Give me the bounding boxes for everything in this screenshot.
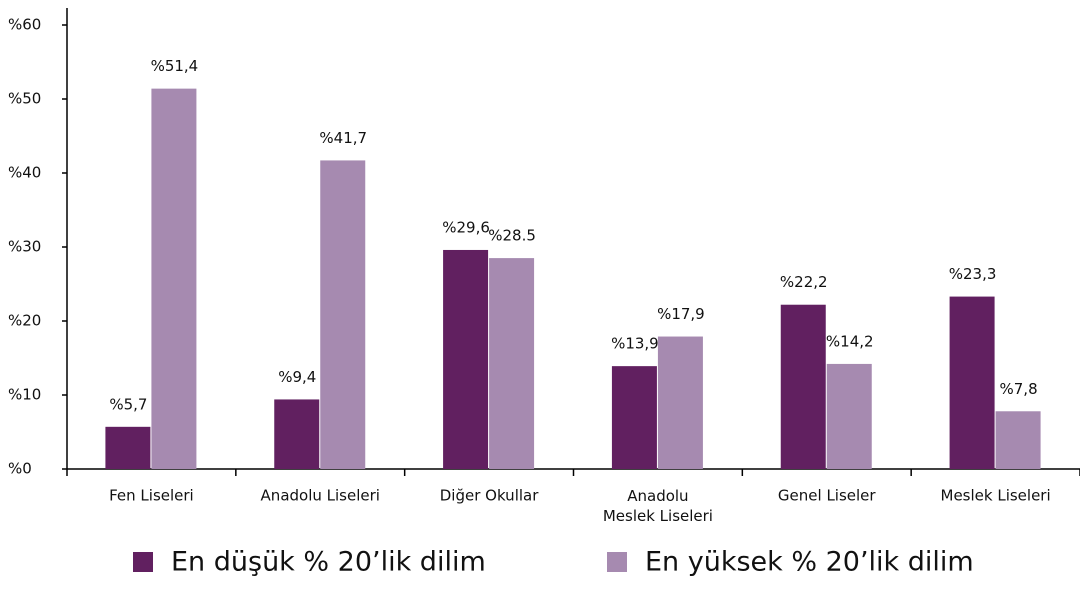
bar (274, 399, 320, 469)
value-label: %28.5 (488, 227, 536, 245)
bar (105, 426, 151, 469)
value-label: %7,8 (1000, 380, 1038, 398)
bar (151, 88, 197, 469)
value-label: %23,3 (949, 265, 997, 283)
legend-swatch (607, 552, 627, 572)
y-tick-label: %60 (8, 16, 41, 34)
x-tick-label: Genel Liseler (778, 487, 876, 505)
y-tick-label: %10 (8, 386, 41, 404)
y-tick-label: %40 (8, 164, 41, 182)
value-label: %41,7 (319, 129, 367, 147)
value-label: %29,6 (442, 218, 490, 236)
y-tick-label: %50 (8, 90, 41, 108)
x-tick-label: Anadolu Meslek Liseleri (603, 487, 713, 525)
value-label: %51,4 (151, 57, 199, 75)
legend-label: En düşük % 20’lik dilim (171, 547, 486, 578)
bar (826, 363, 872, 469)
y-tick-label: %0 (8, 460, 32, 478)
value-label: %14,2 (826, 332, 874, 350)
bar (489, 258, 535, 469)
bar (657, 336, 703, 469)
value-label: %22,2 (780, 273, 828, 291)
x-tick-label: Anadolu Liseleri (261, 487, 380, 505)
legend-swatch (133, 552, 153, 572)
y-tick-label: %20 (8, 312, 41, 330)
bar (949, 296, 995, 469)
x-tick-label: Diğer Okullar (440, 487, 539, 505)
bar (443, 249, 489, 469)
bar (611, 366, 657, 469)
x-tick-label: Meslek Liseleri (941, 487, 1051, 505)
value-label: %5,7 (109, 395, 147, 413)
x-tick-label: Fen Liseleri (109, 487, 194, 505)
y-tick-label: %30 (8, 238, 41, 256)
legend-label: En yüksek % 20’lik dilim (645, 547, 974, 578)
bar (995, 411, 1041, 469)
bar (780, 304, 826, 469)
value-label: %17,9 (657, 305, 705, 323)
value-label: %13,9 (611, 335, 659, 353)
value-label: %9,4 (278, 368, 316, 386)
bar (320, 160, 366, 470)
